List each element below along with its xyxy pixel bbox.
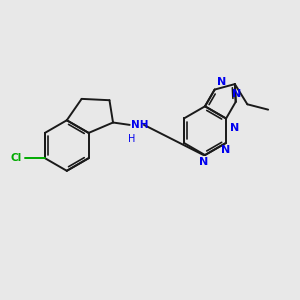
Text: Cl: Cl bbox=[11, 153, 22, 163]
Text: NH: NH bbox=[131, 120, 149, 130]
Text: H: H bbox=[128, 134, 135, 144]
Text: N: N bbox=[221, 145, 231, 155]
Text: N: N bbox=[199, 157, 208, 166]
Text: N: N bbox=[232, 89, 241, 99]
Text: N: N bbox=[217, 77, 226, 87]
Text: N: N bbox=[230, 123, 239, 133]
